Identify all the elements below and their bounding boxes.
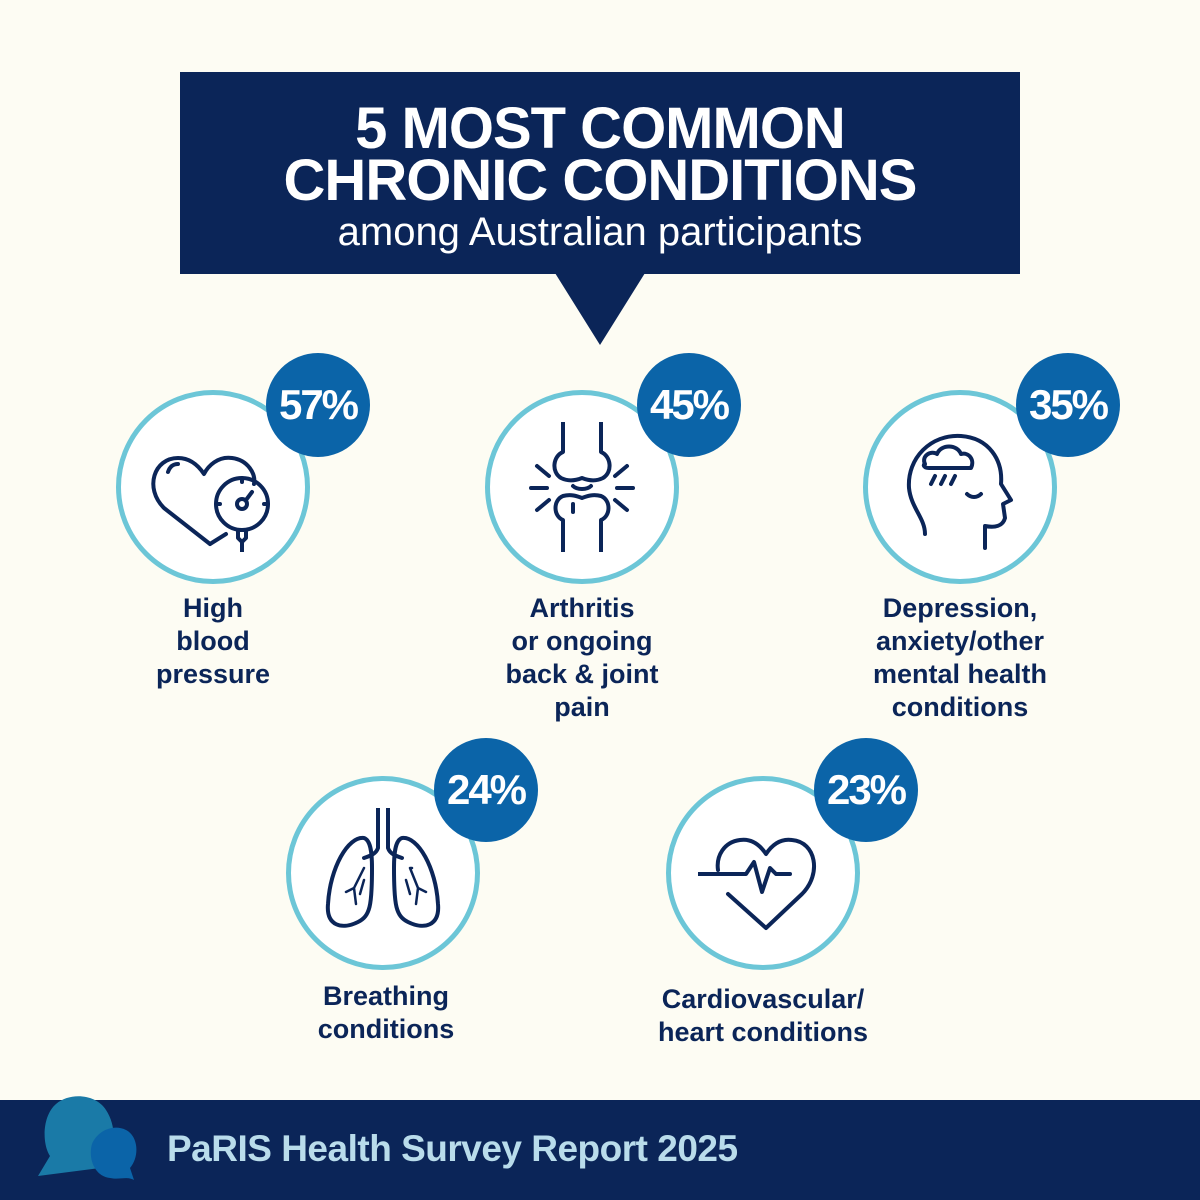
condition-label: Depression, anxiety/other mental health … <box>830 592 1090 724</box>
label-line: High <box>183 593 243 623</box>
subtitle: among Australian participants <box>337 210 863 254</box>
condition-label: Breathing conditions <box>256 980 516 1046</box>
speech-bubbles-icon <box>38 1096 137 1180</box>
label-line: or ongoing <box>511 626 653 656</box>
label-line: heart conditions <box>657 1017 868 1047</box>
label-line: blood <box>176 626 250 656</box>
percent-badge: 35% <box>1016 353 1120 457</box>
heart-blood-pressure-gauge-icon <box>151 455 270 552</box>
percent-badge: 45% <box>637 353 741 457</box>
title-line-1: 5 MOST COMMON <box>355 96 846 161</box>
footer-text: PaRIS Health Survey Report 2025 <box>167 1128 738 1169</box>
label-line: back & joint <box>505 659 659 689</box>
label-line: Arthritis <box>529 593 635 623</box>
knee-joint-icon <box>529 422 635 552</box>
percent-badge: 24% <box>434 738 538 842</box>
head-storm-cloud-icon <box>906 433 1013 550</box>
label-line: Breathing <box>322 981 449 1011</box>
label-line: anxiety/other <box>875 626 1045 656</box>
label-line: pain <box>554 692 610 722</box>
condition-label: Arthritis or ongoing back & joint pain <box>452 592 712 724</box>
condition-label: Cardiovascular/ heart conditions <box>613 983 913 1049</box>
label-line: conditions <box>317 1014 455 1044</box>
label-line: pressure <box>155 659 271 689</box>
lungs-icon <box>325 808 441 928</box>
heart-heartbeat-icon <box>698 837 817 930</box>
percent-badge: 23% <box>814 738 918 842</box>
label-line: mental health <box>872 659 1048 689</box>
label-line: Depression, <box>882 593 1038 623</box>
label-line: Cardiovascular/ <box>661 984 865 1014</box>
title-line-2: CHRONIC CONDITIONS <box>283 148 918 213</box>
footer-bar <box>0 1100 1200 1200</box>
label-line: conditions <box>891 692 1029 722</box>
percent-badge: 57% <box>266 353 370 457</box>
condition-label: High blood pressure <box>83 592 343 691</box>
title-banner: 5 MOST COMMON CHRONIC CONDITIONS among A… <box>180 72 1020 274</box>
banner-pointer <box>555 273 645 345</box>
